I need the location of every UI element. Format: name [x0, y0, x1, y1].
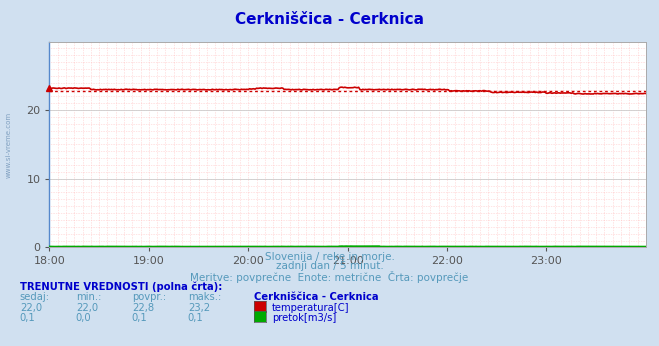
Text: 0,0: 0,0 [76, 313, 92, 323]
Text: min.:: min.: [76, 292, 101, 302]
Text: pretok[m3/s]: pretok[m3/s] [272, 313, 336, 323]
Text: Cerkniščica - Cerknica: Cerkniščica - Cerknica [254, 292, 378, 302]
Text: 0,1: 0,1 [188, 313, 204, 323]
Text: Cerkniščica - Cerknica: Cerkniščica - Cerknica [235, 12, 424, 27]
Text: TRENUTNE VREDNOSTI (polna črta):: TRENUTNE VREDNOSTI (polna črta): [20, 282, 222, 292]
Text: www.si-vreme.com: www.si-vreme.com [5, 112, 11, 179]
Text: zadnji dan / 5 minut.: zadnji dan / 5 minut. [275, 261, 384, 271]
Text: 0,1: 0,1 [20, 313, 36, 323]
Text: 22,8: 22,8 [132, 303, 154, 313]
Text: Meritve: povprečne  Enote: metrične  Črta: povprečje: Meritve: povprečne Enote: metrične Črta:… [190, 271, 469, 283]
Text: sedaj:: sedaj: [20, 292, 50, 302]
Text: temperatura[C]: temperatura[C] [272, 303, 350, 313]
Text: maks.:: maks.: [188, 292, 221, 302]
Text: 22,0: 22,0 [20, 303, 42, 313]
Text: povpr.:: povpr.: [132, 292, 166, 302]
Text: 0,1: 0,1 [132, 313, 148, 323]
Text: Slovenija / reke in morje.: Slovenija / reke in morje. [264, 252, 395, 262]
Text: 23,2: 23,2 [188, 303, 210, 313]
Text: 22,0: 22,0 [76, 303, 98, 313]
